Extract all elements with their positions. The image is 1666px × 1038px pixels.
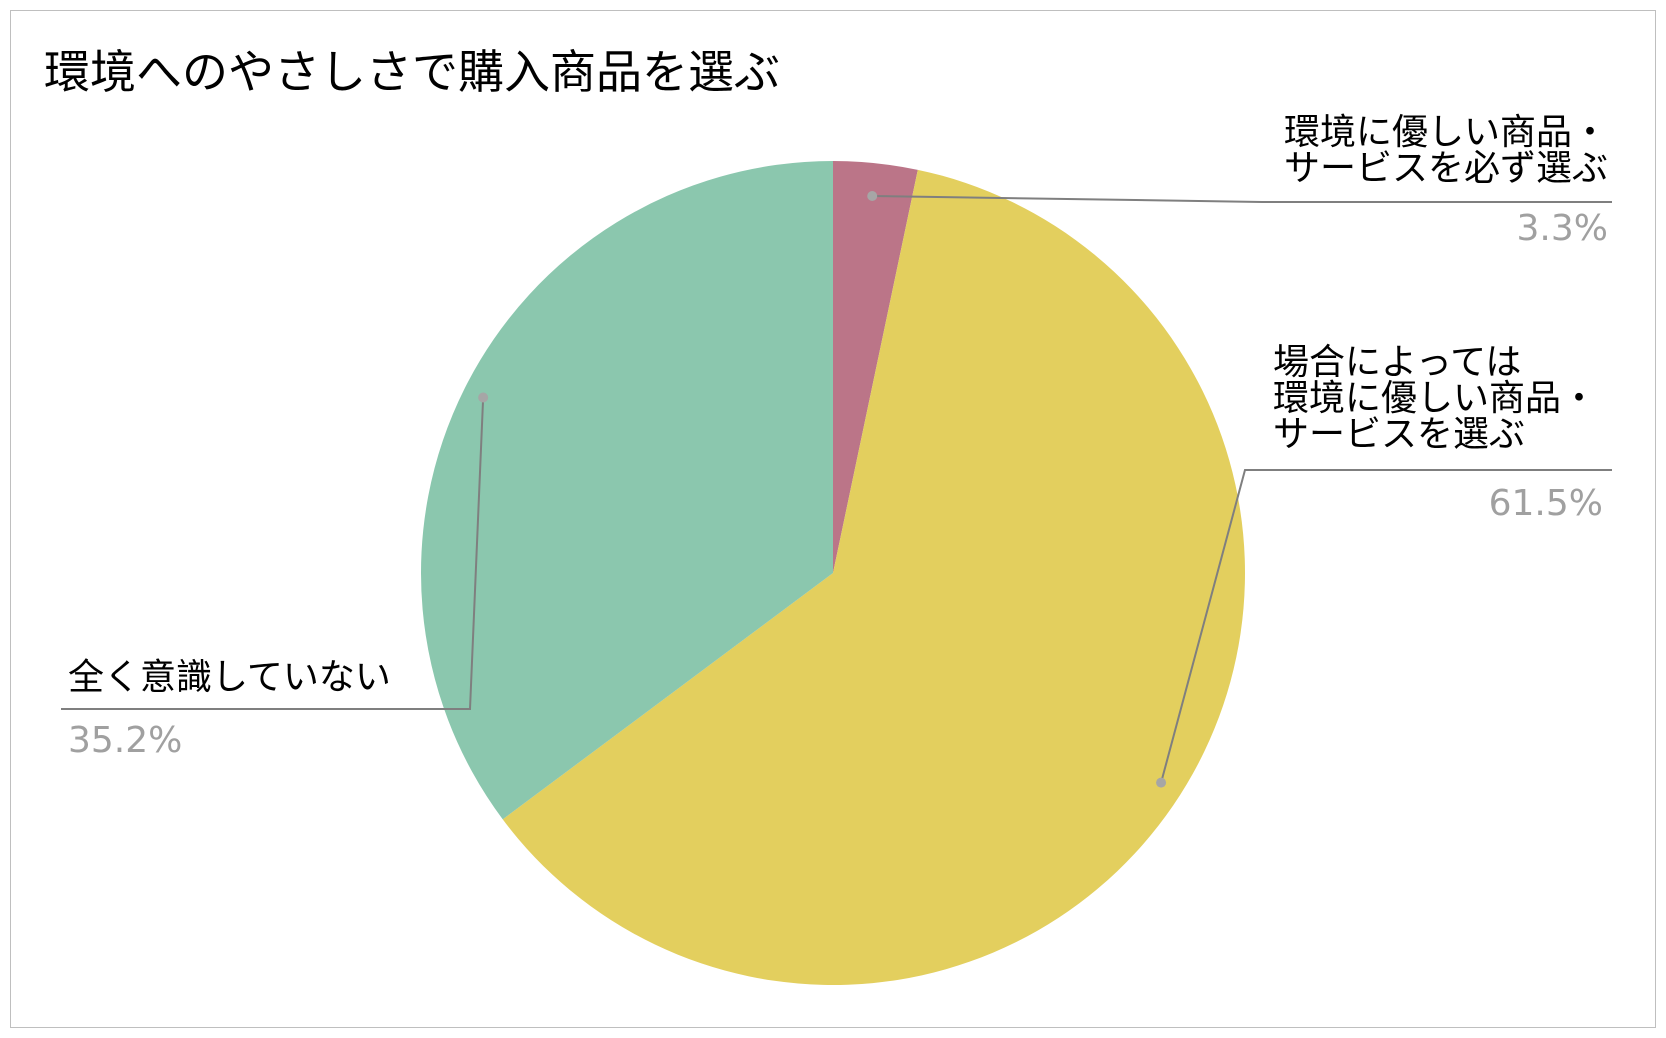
pie-slice-3 <box>421 161 833 820</box>
leader-line-2 <box>1160 469 1612 783</box>
leader-dot-3 <box>478 392 489 403</box>
slice-label-1-line-1: 環境に優しい商品・ <box>1284 112 1608 153</box>
pie-slice-1 <box>833 161 918 573</box>
pie-slices <box>421 161 1245 986</box>
slice-label-2-line-2: 環境に優しい商品・ <box>1273 378 1597 419</box>
leader-line-1 <box>872 194 1612 203</box>
slice-label-3-line-1: 全く意識していない <box>68 657 391 698</box>
leader-dot-1 <box>867 190 878 201</box>
slice-label-2-line-1: 場合によっては <box>1273 342 1521 383</box>
slice-value-label-2: 61.5% <box>1489 483 1603 524</box>
slice-label-2-line-3: サービスを選ぶ <box>1273 414 1525 455</box>
chart-title: 環境へのやさしさで購入商品を選ぶ <box>44 45 780 99</box>
slice-value-label-3: 35.2% <box>68 720 182 761</box>
slice-value-label-1: 3.3% <box>1517 208 1608 249</box>
leader-line-3 <box>61 397 485 710</box>
slice-label-1-line-2: サービスを必ず選ぶ <box>1284 148 1608 189</box>
leader-dot-2 <box>1156 777 1167 788</box>
pie-slice-2 <box>502 169 1245 986</box>
slice-labels: 環境に優しい商品・サービスを必ず選ぶ3.3%場合によっては環境に優しい商品・サー… <box>61 112 1612 788</box>
